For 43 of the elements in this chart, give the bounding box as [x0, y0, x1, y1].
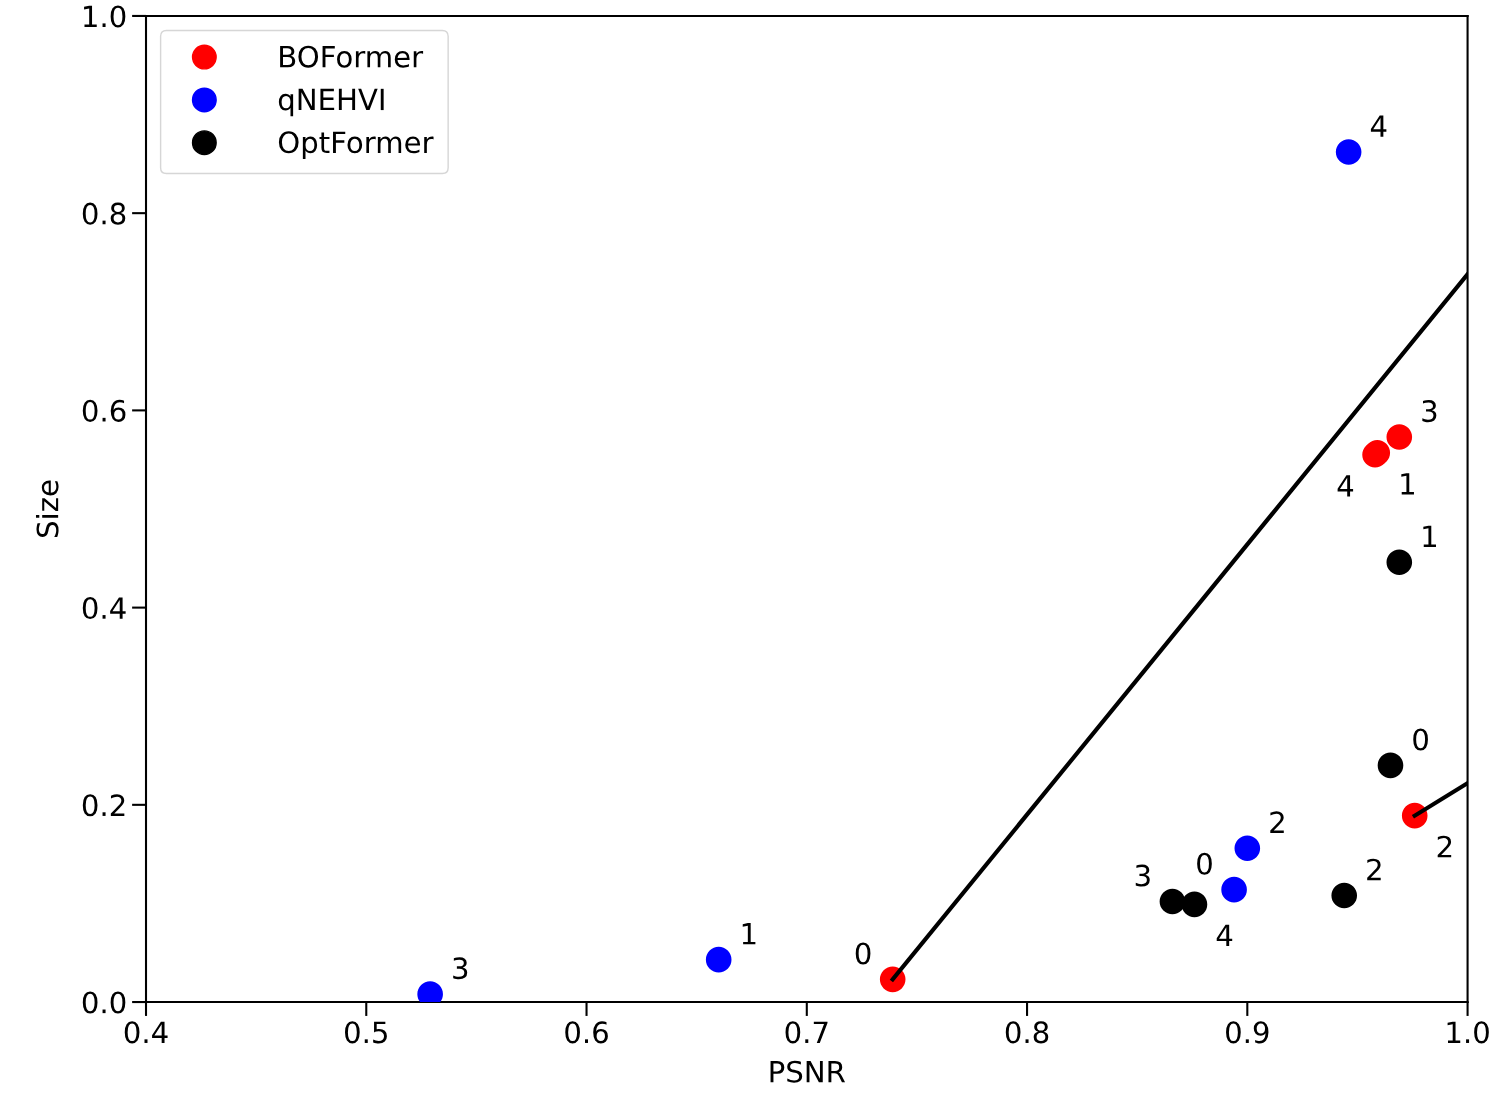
y-axis-title: Size	[35, 480, 59, 538]
y-tick-label: 0.6	[82, 399, 126, 422]
annotation: 3	[453, 957, 468, 980]
point	[1386, 549, 1413, 576]
y-tick-label: 1.0	[84, 5, 126, 28]
x-tick-label: 0.9	[1226, 1021, 1269, 1044]
x-tick-label: 0.8	[1005, 1021, 1049, 1044]
x-tick-label: 0.7	[785, 1021, 828, 1044]
point	[1377, 752, 1404, 779]
point	[1159, 888, 1186, 915]
annotation: 1	[1401, 473, 1414, 495]
point	[1386, 424, 1413, 450]
point	[1181, 891, 1208, 918]
legend-label: qNEHVI	[278, 88, 384, 117]
y-tick-label: 0.0	[82, 991, 126, 1014]
annotation: 3	[1422, 400, 1437, 423]
annotation: 0	[1413, 728, 1428, 751]
y-tick-label: 0.2	[82, 794, 125, 817]
x-tick-label: 1.0	[1447, 1021, 1489, 1044]
point	[705, 946, 732, 973]
x-tick-label: 0.5	[345, 1021, 387, 1044]
point	[1234, 835, 1261, 862]
x-tick-label: 0.6	[565, 1021, 608, 1044]
y-tick-label: 0.8	[82, 202, 126, 225]
annotation: 2	[1367, 858, 1381, 881]
point	[1335, 139, 1362, 165]
legend-label: BOFormer	[280, 45, 424, 68]
y-tick-label: 0.4	[82, 597, 126, 620]
annotation: 4	[1216, 924, 1233, 947]
point	[1221, 876, 1247, 903]
annotation: 4	[1370, 115, 1387, 137]
point	[1331, 882, 1358, 909]
annotation: 1	[742, 923, 756, 945]
x-tick-label: 0.4	[124, 1021, 168, 1044]
x-axis-title: PSNR	[770, 1060, 846, 1083]
annotation: 0	[1197, 852, 1212, 875]
annotation: 2	[1437, 835, 1452, 858]
annotation: 4	[1337, 475, 1354, 497]
annotation: 0	[855, 942, 871, 965]
annotation: 2	[1270, 811, 1284, 833]
legend-label: OptFormer	[278, 131, 434, 159]
annotation: 1	[1423, 525, 1436, 547]
annotation: 3	[1135, 864, 1150, 887]
